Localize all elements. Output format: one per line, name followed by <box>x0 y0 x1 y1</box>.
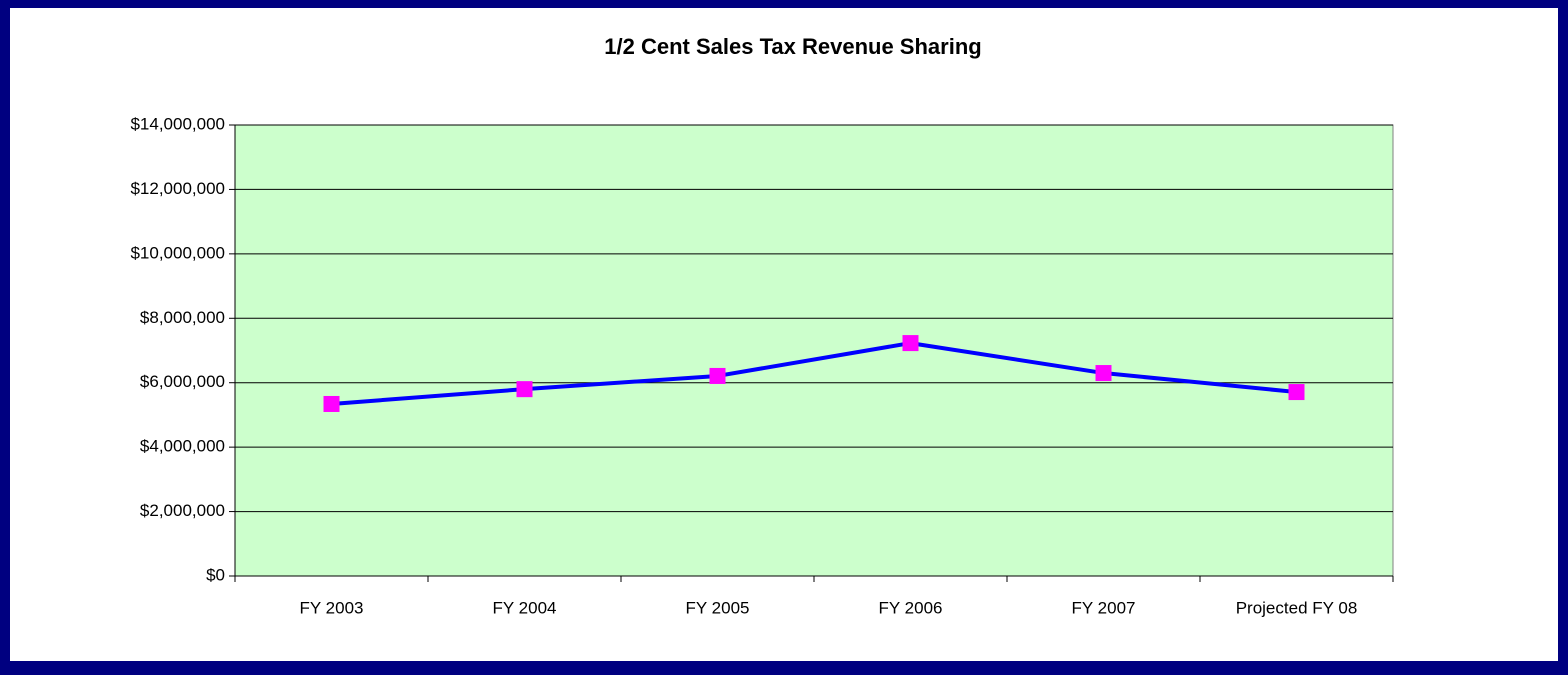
marker <box>1288 384 1305 401</box>
x-tick-label: FY 2006 <box>879 598 943 617</box>
y-tick-label: $14,000,000 <box>130 114 225 133</box>
x-tick-label: FY 2005 <box>686 598 750 617</box>
x-tick-label: Projected FY 08 <box>1236 598 1358 617</box>
marker <box>709 367 726 384</box>
chart-title: 1/2 Cent Sales Tax Revenue Sharing <box>604 34 981 59</box>
marker <box>1095 365 1112 382</box>
x-tick-label: FY 2004 <box>493 598 557 617</box>
x-tick-label: FY 2007 <box>1072 598 1136 617</box>
y-tick-label: $12,000,000 <box>130 179 225 198</box>
y-tick-label: $2,000,000 <box>140 501 225 520</box>
x-tick-label: FY 2003 <box>300 598 364 617</box>
marker <box>516 381 533 398</box>
marker <box>902 335 919 352</box>
y-tick-label: $8,000,000 <box>140 308 225 327</box>
series-line <box>331 341 1297 406</box>
y-tick-label: $6,000,000 <box>140 372 225 391</box>
marker <box>323 395 340 412</box>
y-tick-label: $10,000,000 <box>130 243 225 262</box>
plot-area <box>234 124 1394 577</box>
y-tick-label: $0 <box>206 565 225 584</box>
y-tick-label: $4,000,000 <box>140 437 225 456</box>
